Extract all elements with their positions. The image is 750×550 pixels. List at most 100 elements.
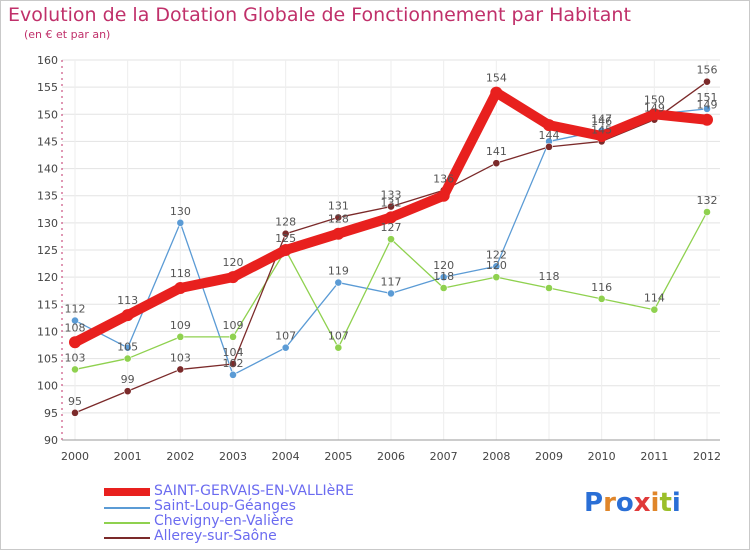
legend: SAINT-GERVAIS-EN-VALLIèRE Saint-Loup-Géa… bbox=[104, 483, 404, 545]
data-point bbox=[334, 278, 343, 287]
data-point bbox=[437, 189, 450, 202]
x-tick-label: 2009 bbox=[535, 450, 563, 463]
data-label: 128 bbox=[328, 213, 349, 226]
logo-letter: i bbox=[650, 488, 660, 518]
legend-label: Allerey-sur-Saône bbox=[154, 528, 277, 544]
proxiti-logo: Proxiti bbox=[584, 488, 681, 518]
data-point bbox=[385, 211, 397, 224]
data-point bbox=[121, 309, 134, 322]
data-point bbox=[545, 142, 553, 151]
data-label: 154 bbox=[486, 72, 507, 85]
legend-item[interactable]: Allerey-sur-Saône bbox=[104, 528, 404, 545]
y-tick-label: 110 bbox=[37, 325, 58, 338]
data-label: 132 bbox=[697, 194, 718, 207]
data-point bbox=[229, 360, 237, 368]
data-label: 103 bbox=[170, 351, 191, 364]
x-tick-label: 2001 bbox=[114, 450, 142, 463]
data-point bbox=[176, 218, 185, 227]
legend-swatch bbox=[104, 537, 150, 539]
data-label: 149 bbox=[644, 102, 665, 115]
data-label: 108 bbox=[65, 321, 86, 334]
data-point bbox=[650, 305, 659, 314]
data-point bbox=[176, 332, 185, 341]
legend-label: Saint-Loup-Géanges bbox=[154, 498, 296, 514]
data-point bbox=[545, 284, 553, 292]
logo-letter: i bbox=[671, 488, 681, 518]
data-label: 99 bbox=[121, 373, 135, 386]
data-point bbox=[229, 370, 237, 379]
data-point bbox=[332, 227, 345, 240]
y-tick-label: 95 bbox=[44, 407, 58, 420]
data-point bbox=[334, 213, 343, 222]
data-point bbox=[174, 282, 187, 294]
x-tick-label: 2004 bbox=[272, 450, 300, 463]
data-point bbox=[439, 284, 448, 292]
data-label: 119 bbox=[328, 265, 349, 278]
y-tick-label: 160 bbox=[37, 54, 58, 67]
logo-letter: x bbox=[633, 488, 651, 518]
data-label: 150 bbox=[644, 93, 665, 106]
data-label: 149 bbox=[697, 99, 718, 112]
data-label: 102 bbox=[223, 357, 244, 370]
data-label: 136 bbox=[433, 172, 454, 185]
chart-subtitle: (en € et par an) bbox=[24, 28, 111, 41]
legend-item[interactable]: SAINT-GERVAIS-EN-VALLIèRE bbox=[104, 483, 404, 500]
x-tick-label: 2011 bbox=[640, 450, 668, 463]
y-tick-label: 155 bbox=[37, 81, 58, 94]
data-label: 118 bbox=[539, 270, 560, 283]
data-point bbox=[387, 202, 395, 211]
x-tick-label: 2000 bbox=[61, 450, 89, 463]
data-label: 109 bbox=[170, 319, 191, 332]
data-label: 141 bbox=[486, 145, 507, 158]
x-tick-label: 2002 bbox=[166, 450, 194, 463]
data-point bbox=[227, 271, 239, 284]
data-label: 117 bbox=[381, 275, 402, 288]
chart-title: Evolution de la Dotation Globale de Fonc… bbox=[8, 4, 631, 26]
data-point bbox=[71, 316, 79, 325]
data-point bbox=[176, 365, 185, 374]
data-label: 120 bbox=[223, 256, 244, 269]
legend-item[interactable]: Chevigny-en-Valière bbox=[104, 513, 404, 530]
x-tick-label: 2010 bbox=[588, 450, 616, 463]
data-point bbox=[71, 365, 79, 374]
data-point bbox=[703, 208, 711, 216]
data-label: 133 bbox=[381, 189, 402, 202]
data-point bbox=[543, 119, 555, 132]
data-point bbox=[279, 244, 292, 256]
data-label: 122 bbox=[486, 248, 507, 261]
data-label: 113 bbox=[117, 294, 138, 307]
data-label: 144 bbox=[539, 129, 560, 142]
data-point bbox=[703, 104, 711, 113]
data-point bbox=[71, 408, 79, 417]
data-point bbox=[334, 343, 343, 352]
data-point bbox=[595, 130, 608, 142]
data-point bbox=[123, 354, 132, 363]
data-point bbox=[229, 332, 237, 341]
y-tick-label: 130 bbox=[37, 217, 58, 230]
data-label: 125 bbox=[275, 232, 296, 245]
logo-letter: r bbox=[603, 488, 616, 518]
data-label: 156 bbox=[697, 64, 718, 77]
legend-item[interactable]: Saint-Loup-Géanges bbox=[104, 498, 404, 515]
data-label: 120 bbox=[486, 259, 507, 272]
data-point bbox=[703, 77, 711, 86]
legend-label: SAINT-GERVAIS-EN-VALLIèRE bbox=[154, 483, 354, 499]
y-tick-label: 135 bbox=[37, 190, 58, 203]
legend-label: Chevigny-en-Valière bbox=[154, 513, 294, 529]
x-tick-label: 2012 bbox=[693, 450, 721, 463]
data-point bbox=[387, 235, 395, 244]
legend-swatch bbox=[104, 488, 150, 496]
data-label: 147 bbox=[591, 113, 612, 126]
data-point bbox=[123, 387, 132, 396]
y-tick-label: 150 bbox=[37, 108, 58, 121]
data-label: 120 bbox=[433, 259, 454, 272]
y-tick-label: 120 bbox=[37, 271, 58, 284]
data-label: 128 bbox=[275, 216, 296, 229]
data-label: 107 bbox=[275, 330, 296, 343]
data-label: 131 bbox=[381, 196, 402, 209]
data-point bbox=[387, 289, 395, 298]
logo-letter: t bbox=[659, 488, 672, 518]
data-label: 146 bbox=[591, 115, 612, 128]
data-label: 104 bbox=[223, 346, 244, 359]
